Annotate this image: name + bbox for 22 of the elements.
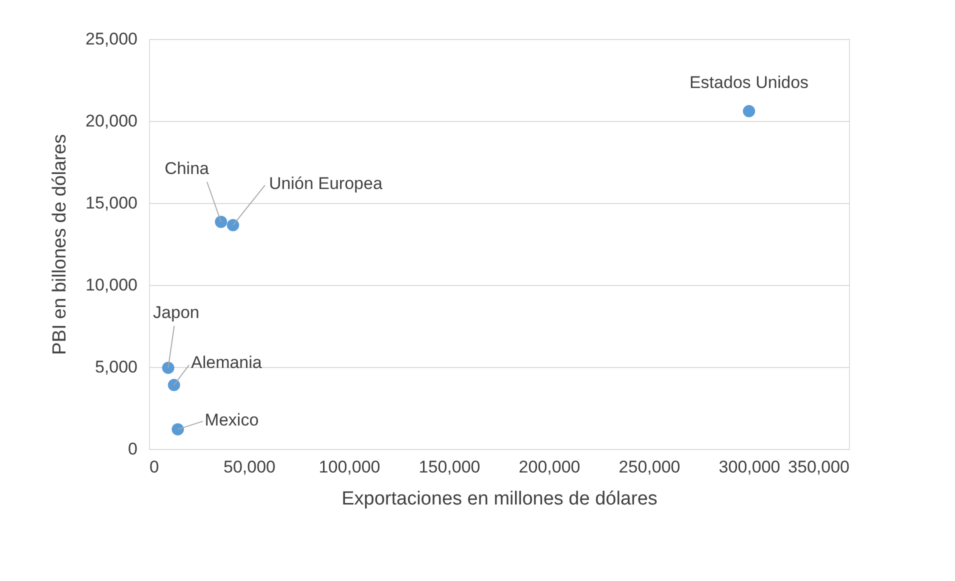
y-tick-label: 15,000 — [86, 194, 138, 212]
y-tick-label: 25,000 — [86, 30, 138, 48]
x-tick-label: 200,000 — [518, 458, 580, 476]
x-tick-label: 100,000 — [318, 458, 380, 476]
annotation: Alemania — [191, 353, 262, 372]
x-tick-label: 50,000 — [224, 458, 276, 476]
y-tick-label: 10,000 — [86, 276, 138, 294]
y-axis-title: PBI en billones de dólares — [50, 134, 71, 355]
annotation: Japon — [153, 302, 200, 322]
y-tick-label: 5,000 — [94, 358, 138, 376]
x-axis-title: Exportaciones en millones de dólares — [342, 488, 658, 510]
x-tick-label: 250,000 — [618, 458, 680, 476]
annotation: Unión Europea — [269, 174, 383, 194]
x-tick-label: 350,000 — [788, 458, 850, 476]
x-tick-label: 150,000 — [418, 458, 480, 476]
y-tick-label: 0 — [128, 440, 138, 458]
annotation: Mexico — [204, 410, 259, 430]
annotation: China — [164, 158, 210, 178]
x-tick-label: 300,000 — [718, 458, 780, 476]
annotation: Estados Unidos — [689, 73, 809, 92]
x-tick-label: 0 — [150, 458, 159, 476]
y-tick-label: 20,000 — [86, 112, 138, 130]
